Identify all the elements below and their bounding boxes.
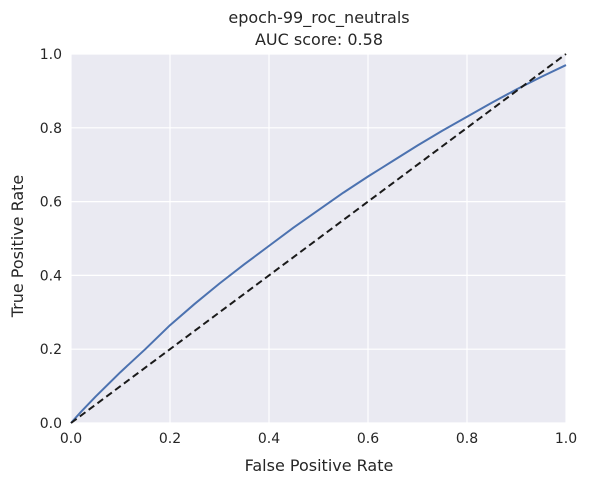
y-tick-label: 0.4 — [40, 268, 62, 284]
y-tick-label: 0.0 — [40, 416, 62, 432]
y-tick-label: 0.2 — [40, 342, 62, 358]
x-tick-label: 0.0 — [60, 431, 82, 447]
y-tick-label: 0.6 — [40, 195, 62, 211]
chance-diagonal-line — [70, 53, 567, 424]
roc-curve-line — [70, 64, 567, 424]
chart-subtitle: AUC score: 0.58 — [255, 30, 383, 49]
chart-title: epoch-99_roc_neutrals — [228, 8, 409, 28]
y-tick-label: 0.8 — [40, 121, 62, 137]
tick-labels: 0.0 0.2 0.4 0.6 0.8 1.0 0.0 0.2 0.4 0.6 0.8 1.0 — [40, 47, 577, 447]
x-tick-label: 0.2 — [159, 431, 181, 447]
x-tick-label: 0.6 — [357, 431, 379, 447]
y-tick-label: 1.0 — [40, 47, 62, 63]
grid-lines — [70, 53, 567, 424]
x-axis-label: False Positive Rate — [245, 456, 394, 475]
series-layer — [70, 53, 567, 424]
x-tick-label: 0.4 — [258, 431, 280, 447]
x-tick-label: 1.0 — [555, 431, 577, 447]
y-axis-label: True Positive Rate — [8, 175, 27, 319]
x-tick-label: 0.8 — [456, 431, 478, 447]
